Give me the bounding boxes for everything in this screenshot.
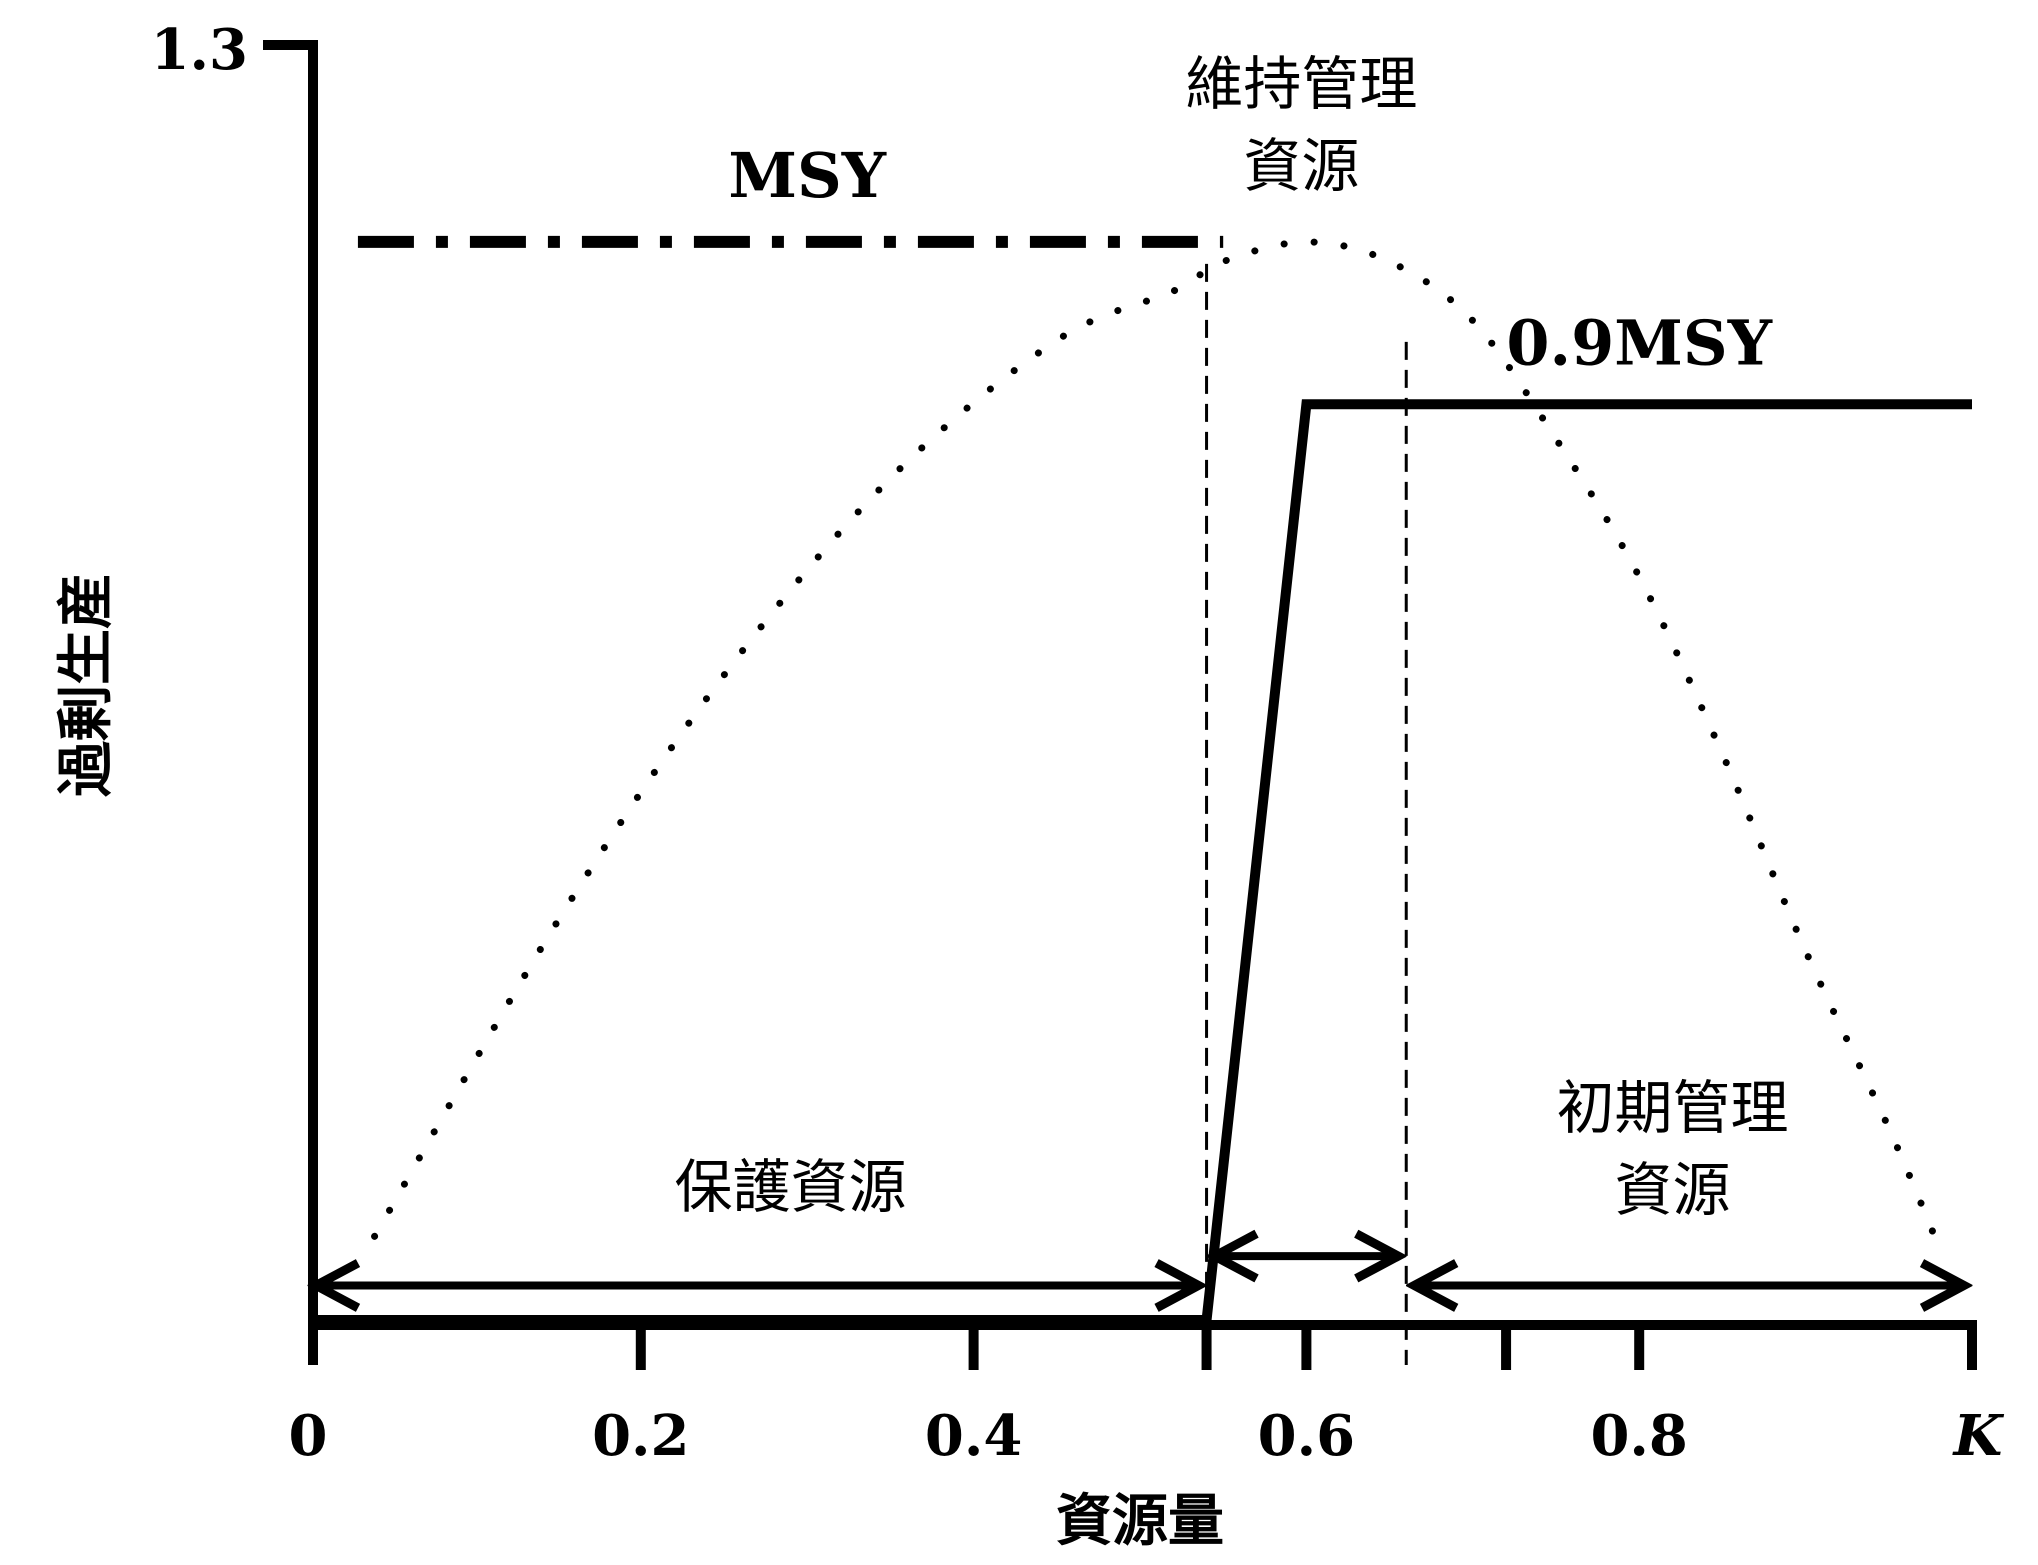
surplus-production-curve [371, 238, 1943, 1250]
x-tick-label-1: 0.2 [592, 1403, 689, 1469]
y-axis-max-label: 1.3 [151, 17, 248, 83]
region-label-2-line2: 資源 [1614, 1156, 1730, 1224]
y-axis-title: 過剰生産 [54, 573, 119, 797]
region-label-0-line1: 保護資源 [675, 1153, 907, 1221]
y-axis-line [263, 40, 318, 1365]
axes-layer: 0 0.2 0.4 0.6 0.8 K [263, 40, 2005, 1469]
region-label-2-line1: 初期管理 [1556, 1074, 1788, 1142]
harvest-rule-label: 0.9MSY [1506, 306, 1772, 379]
region-label-1-line1: 維持管理 [1185, 50, 1417, 118]
x-ticks: 0 0.2 0.4 0.6 0.8 K [289, 1325, 2005, 1469]
x-tick-label-0: 0 [289, 1403, 328, 1469]
x-tick-label-5: K [1952, 1403, 2005, 1469]
msy-label: MSY [728, 139, 886, 212]
x-axis-line [308, 1320, 1977, 1370]
x-tick-label-2: 0.4 [925, 1403, 1022, 1469]
x-axis-title: 資源量 [1056, 1489, 1224, 1554]
region-label-1-line2: 資源 [1243, 132, 1359, 200]
x-tick-label-4: 0.8 [1590, 1403, 1687, 1469]
region-arrows-layer [316, 1256, 1964, 1285]
x-tick-label-3: 0.6 [1258, 1403, 1355, 1469]
